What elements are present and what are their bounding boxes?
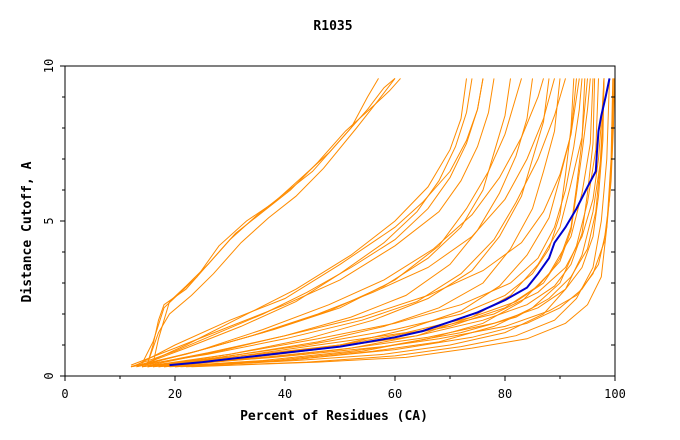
model-line <box>130 78 484 368</box>
model-line <box>141 78 575 368</box>
model-line <box>152 78 561 368</box>
model-line <box>152 78 591 366</box>
model-line <box>147 78 396 364</box>
model-line <box>130 78 555 368</box>
model-line <box>185 78 610 368</box>
model-line <box>141 78 379 364</box>
model-line <box>191 78 614 368</box>
model-line <box>180 78 605 368</box>
model-line <box>136 78 484 366</box>
model-line <box>136 78 473 368</box>
model-line <box>130 78 566 368</box>
model-line <box>147 78 586 368</box>
model-line <box>136 78 580 368</box>
y-tick-label: 10 <box>42 59 56 73</box>
model-line <box>141 78 583 368</box>
y-tick-label: 0 <box>42 372 56 379</box>
x-tick-label: 20 <box>168 387 182 401</box>
x-tick-label: 100 <box>604 387 626 401</box>
model-line <box>158 78 605 368</box>
highlight-model-line <box>169 78 611 367</box>
model-line <box>136 78 544 368</box>
model-line <box>174 78 615 368</box>
chart-title: R1035 <box>313 19 352 34</box>
model-line <box>147 78 550 368</box>
x-axis-label: Percent of Residues (CA) <box>240 409 428 424</box>
model-line <box>147 78 605 368</box>
x-tick-label: 0 <box>61 387 68 401</box>
x-tick-label: 80 <box>498 387 512 401</box>
model-line <box>141 78 467 366</box>
x-tick-label: 40 <box>278 387 292 401</box>
ticks: 0 20 40 60 80 100 0 5 10 <box>42 59 626 401</box>
y-axis-label: Distance Cutoff, A <box>20 161 35 302</box>
x-tick-label: 60 <box>388 387 402 401</box>
model-line <box>130 78 495 366</box>
model-line <box>169 78 605 366</box>
y-tick-label: 5 <box>42 217 56 224</box>
plot-lines <box>130 78 615 368</box>
model-line <box>152 78 401 364</box>
model-line <box>169 78 594 368</box>
